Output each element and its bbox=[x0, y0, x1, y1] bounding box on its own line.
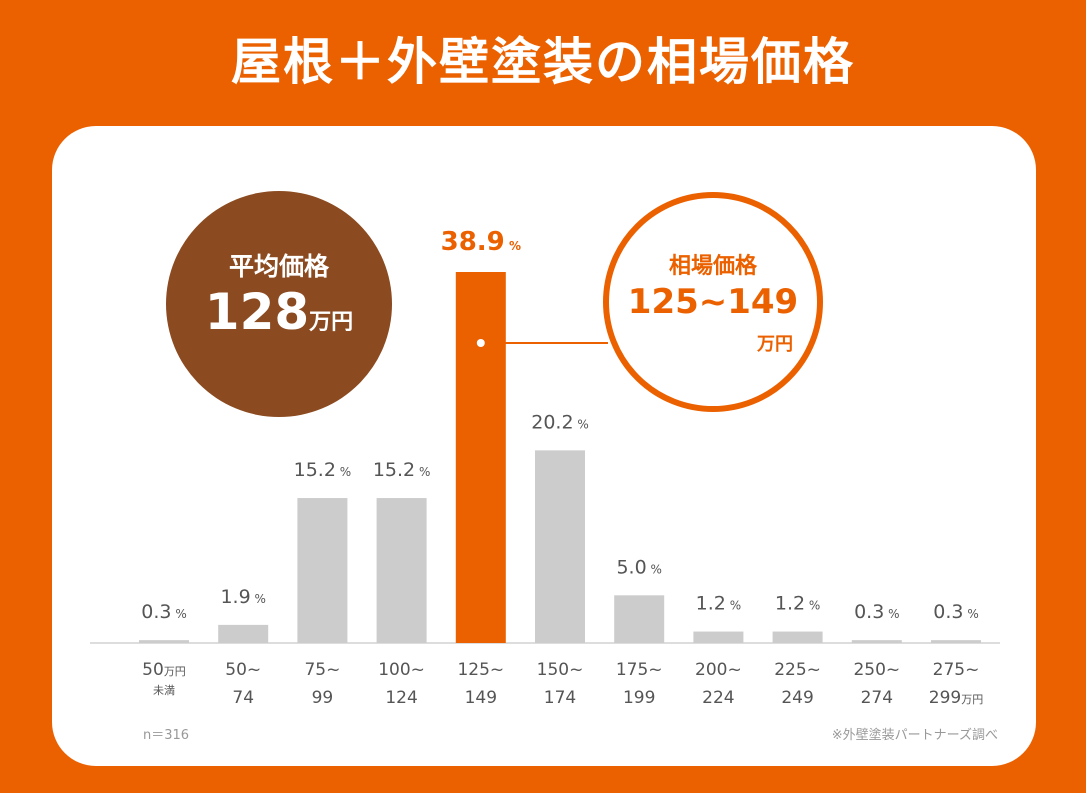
category-label-1-line2: 74 bbox=[232, 688, 254, 708]
market-range-value: 125~149 bbox=[627, 282, 799, 322]
average-price-badge: 平均価格 128万円 bbox=[166, 191, 392, 417]
category-label-7-line1: 200~ bbox=[695, 660, 742, 680]
bar-value-label-1: 1.9 % bbox=[220, 586, 265, 608]
bar-value-label-5: 20.2 % bbox=[531, 411, 589, 433]
source-note: ※外壁塗装パートナーズ調べ bbox=[831, 728, 998, 743]
category-label-6-line1: 175~ bbox=[616, 660, 663, 680]
category-label-8-line2: 249 bbox=[781, 688, 813, 708]
category-label-2-line1: 75~ bbox=[304, 660, 340, 680]
category-label-1-line1: 50~ bbox=[225, 660, 261, 680]
category-label-8-line1: 225~ bbox=[774, 660, 821, 680]
category-label-3-line1: 100~ bbox=[378, 660, 425, 680]
bar-value-label-4: 38.9 % bbox=[441, 227, 521, 257]
category-label-2-line2: 99 bbox=[312, 688, 334, 708]
average-price-number: 128 bbox=[204, 283, 310, 341]
category-label-10-line2: 299万円 bbox=[929, 688, 983, 708]
category-label-10-line1: 275~ bbox=[933, 660, 980, 680]
bar-value-label-10: 0.3 % bbox=[933, 601, 978, 623]
bar-6 bbox=[614, 595, 665, 643]
average-price-value: 128万円 bbox=[166, 283, 392, 341]
category-label-4-line2: 149 bbox=[465, 688, 497, 708]
bar-7 bbox=[693, 631, 744, 643]
category-label-7-line2: 224 bbox=[702, 688, 734, 708]
bar-value-label-7: 1.2 % bbox=[696, 593, 741, 615]
market-range-unit: 万円 bbox=[757, 334, 793, 355]
market-range-label: 相場価格 bbox=[668, 254, 757, 279]
category-label-4-line1: 125~ bbox=[457, 660, 504, 680]
bar-value-label-3: 15.2 % bbox=[373, 459, 431, 481]
market-range-badge: 相場価格 125~149 万円 bbox=[603, 192, 823, 412]
category-label-5-line2: 174 bbox=[544, 688, 576, 708]
average-price-label: 平均価格 bbox=[228, 252, 329, 281]
bar-9 bbox=[851, 640, 902, 643]
bar-10 bbox=[931, 640, 981, 643]
highlight-connector-dot bbox=[476, 339, 485, 347]
bar-8 bbox=[772, 631, 823, 643]
bar-3 bbox=[376, 498, 427, 643]
average-price-unit: 万円 bbox=[309, 310, 354, 335]
category-label-9-line1: 250~ bbox=[853, 660, 900, 680]
bar-value-label-8: 1.2 % bbox=[775, 593, 820, 615]
category-label-9-line2: 274 bbox=[861, 688, 893, 708]
bar-value-label-6: 5.0 % bbox=[616, 556, 661, 578]
category-label-0-line2: 未満 bbox=[153, 684, 175, 697]
bar-value-label-0: 0.3 % bbox=[141, 601, 186, 623]
bar-value-label-9: 0.3 % bbox=[854, 601, 899, 623]
chart-title: 屋根＋外壁塗装の相場価格 bbox=[231, 33, 855, 91]
sample-size-note: n＝316 bbox=[143, 728, 190, 743]
category-label-3-line2: 124 bbox=[385, 688, 417, 708]
bar-2 bbox=[297, 498, 348, 643]
bar-value-label-2: 15.2 % bbox=[294, 459, 352, 481]
category-label-5-line1: 150~ bbox=[537, 660, 584, 680]
category-label-0-line1: 50万円 bbox=[142, 660, 186, 680]
bar-0 bbox=[139, 640, 189, 643]
bar-4 bbox=[455, 272, 506, 643]
bar-1 bbox=[218, 624, 269, 643]
bar-5 bbox=[535, 450, 585, 643]
category-label-6-line2: 199 bbox=[623, 688, 655, 708]
